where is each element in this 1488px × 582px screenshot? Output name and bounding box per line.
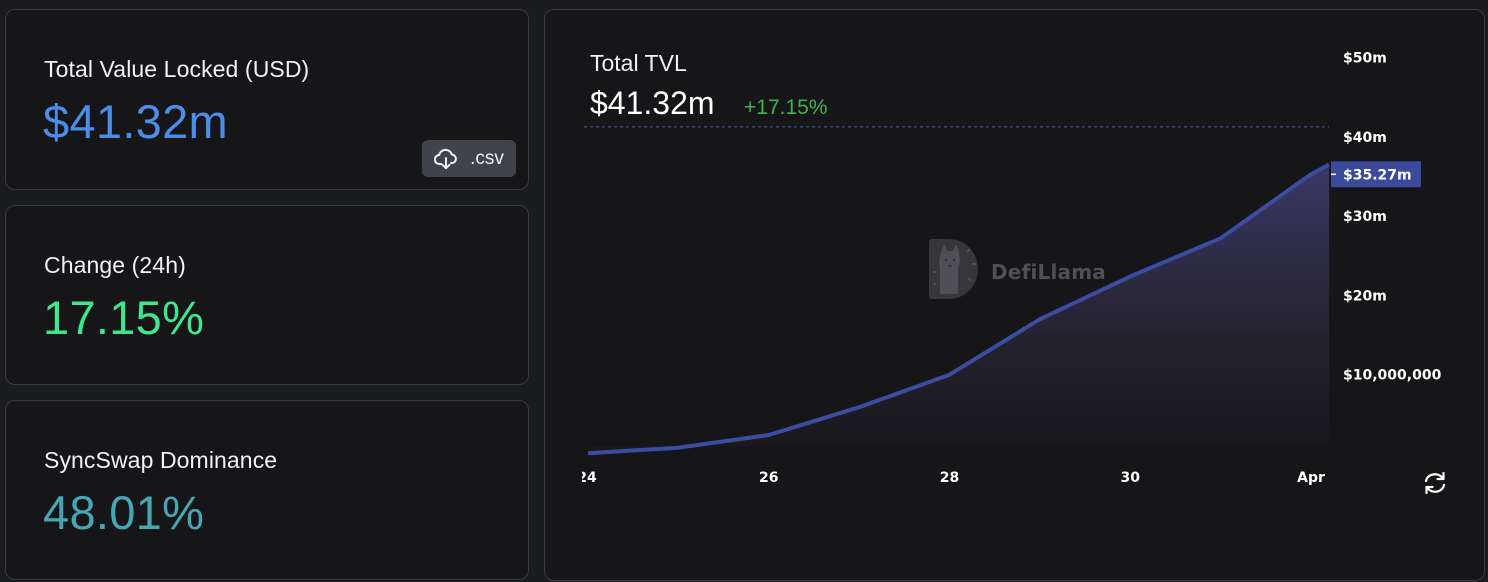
y-tick-label: $40m (1343, 130, 1387, 146)
refresh-icon (1421, 471, 1449, 501)
chart-title: Total TVL (590, 50, 687, 76)
download-csv-button[interactable]: .csv (422, 140, 516, 177)
tvl-chart-card: $10,000,000 $20m $30m $40m $50m 24 26 28 30 Apr … (544, 9, 1485, 581)
dominance-value: 48.01% (43, 486, 205, 539)
x-tick-label: Apr (1297, 470, 1325, 486)
y-tick-label: $50m (1343, 51, 1387, 67)
tvl-chart[interactable]: $10,000,000$20m$30m$40m$50m 24 26 28 30 Apr … (545, 10, 1484, 580)
cloud-download-icon (434, 148, 458, 170)
last-value-badge (1331, 161, 1421, 188)
chart-change: +17.15% (744, 96, 828, 119)
refresh-button[interactable] (1421, 469, 1449, 497)
tvl-line (587, 162, 1331, 456)
change-value: 17.15% (43, 291, 205, 344)
x-tick-label: 30 (1121, 470, 1141, 486)
defillama-watermark: DefiLlama (927, 238, 1106, 305)
chart-value: $41.32m (590, 85, 715, 121)
csv-label: .csv (470, 147, 504, 169)
last-value-label: $35.27m (1343, 167, 1412, 183)
tvl-card: Total Value Locked (USD) $41.32m .csv (5, 9, 529, 190)
change-card: Change (24h) 17.15% (5, 205, 529, 385)
y-tick-label: $10,000,000 (1343, 368, 1442, 384)
tvl-label: Total Value Locked (USD) (44, 56, 310, 82)
x-tick-label: 24 (577, 470, 597, 486)
y-tick-label: $20m (1343, 288, 1387, 304)
x-tick-label: 28 (940, 470, 959, 486)
dominance-card: SyncSwap Dominance 48.01% (5, 400, 529, 580)
change-label: Change (24h) (44, 252, 186, 278)
tvl-area (588, 164, 1330, 454)
watermark-text: DefiLlama (991, 259, 1106, 284)
defillama-logo-icon (927, 238, 981, 305)
x-tick-label: 26 (759, 470, 778, 486)
tvl-value: $41.32m (43, 95, 229, 148)
y-tick-label: $30m (1343, 209, 1387, 225)
dominance-label: SyncSwap Dominance (44, 447, 278, 473)
